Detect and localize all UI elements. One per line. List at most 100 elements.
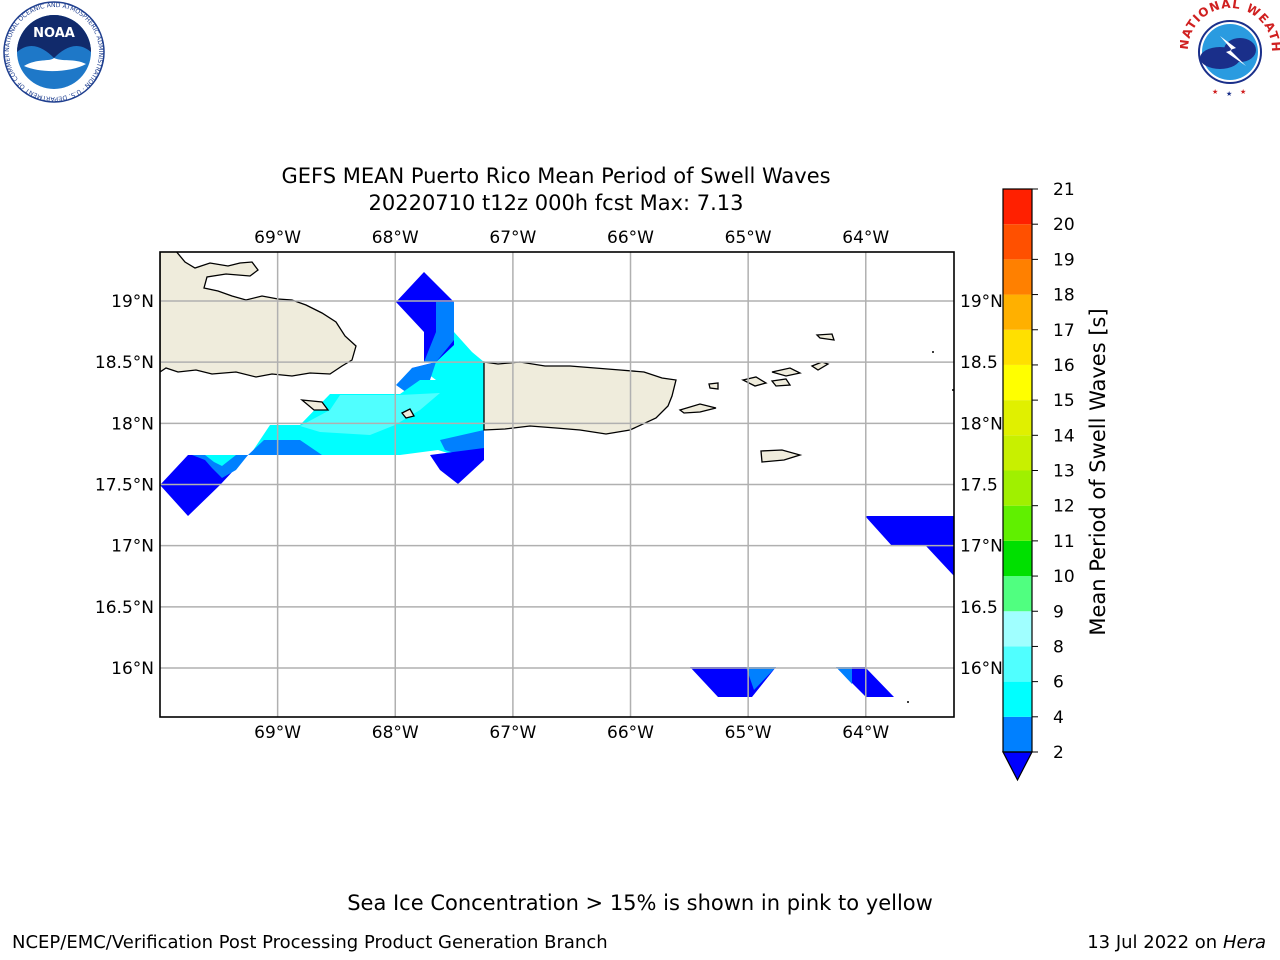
virgin-gorda: [810, 361, 830, 371]
contour-under-2-se-mona: [430, 448, 484, 484]
colorbar-tick-label-19: 19: [1053, 250, 1075, 270]
lon-tick-label-top-4: 65°W: [725, 228, 772, 248]
date-stamp: 13 Jul 2022 on Hera: [1087, 932, 1266, 953]
lat-tick-label-right-4: 17°N: [960, 537, 1003, 557]
st-croix: [760, 449, 803, 463]
colorbar-band-4: [1003, 681, 1032, 717]
colorbar-tick-label-15: 15: [1053, 391, 1075, 411]
lat-tick-label-left-6: 16°N: [111, 659, 154, 679]
lon-tick-label-bottom-2: 67°W: [489, 723, 536, 743]
lon-tick-label-bottom-0: 69°W: [254, 723, 301, 743]
colorbar-tick-label-20: 20: [1053, 215, 1075, 235]
islet-aves: [907, 701, 909, 703]
mona-island: [400, 408, 415, 419]
colorbar-band-11: [1003, 505, 1032, 541]
map-frame: [159, 251, 955, 718]
colorbar-band-14: [1003, 400, 1032, 436]
colorbar-tick-label-10: 10: [1053, 567, 1075, 587]
grid: [160, 252, 954, 717]
puerto-rico: [483, 361, 677, 435]
contour-2-4-mona: [424, 302, 454, 362]
colorbar-tick-label-6: 6: [1053, 673, 1064, 693]
contour-6-8-main: [300, 393, 440, 435]
hispaniola: [160, 252, 357, 378]
contour-4-6-sw: [205, 455, 236, 466]
colorbar: 2 4 6 8 9 10 11 12 13 14 15 16 17 18 19 20 21: [1002, 180, 1075, 782]
contour-2-4-south-b: [836, 667, 852, 684]
colorbar-tick-label-11: 11: [1053, 532, 1075, 552]
sea-ice-note: Sea Ice Concentration > 15% is shown in …: [347, 891, 933, 915]
contour-under-2-n-mona-b: [396, 272, 436, 332]
date-text: 13 Jul 2022 on: [1087, 932, 1218, 953]
lat-tick-label-right-5: 16.5: [960, 598, 998, 618]
lat-tick-label-left-2: 18°N: [111, 414, 154, 434]
colorbar-band-17: [1003, 294, 1032, 330]
lat-tick-label-left-4: 17°N: [111, 537, 154, 557]
colorbar-tick-label-12: 12: [1053, 497, 1075, 517]
colorbar-band-10: [1003, 540, 1032, 577]
svg-text:★: ★: [1240, 88, 1246, 96]
colorbar-tick-label-13: 13: [1053, 462, 1075, 482]
lat-tick-label-left-0: 19°N: [111, 292, 154, 312]
credit-line: NCEP/EMC/Verification Post Processing Pr…: [12, 932, 608, 953]
lon-tick-label-bottom-5: 64°W: [842, 723, 889, 743]
colorbar-band-16: [1003, 329, 1032, 365]
beata-island: [299, 399, 330, 411]
noaa-logo: NATIONAL OCEANIC AND ATMOSPHERIC ADMINIS…: [2, 0, 105, 103]
contour-2-4-west: [248, 440, 322, 455]
colorbar-tick-label-2: 2: [1053, 743, 1064, 763]
contour-2-4-se-mona: [440, 430, 484, 455]
lat-tick-label-left-1: 18.5°N: [95, 353, 154, 373]
virgin-islands-tortola: [770, 378, 792, 387]
lat-tick-label-right-1: 18.5: [960, 353, 998, 373]
lon-tick-label-bottom-3: 66°W: [607, 723, 654, 743]
islet-ne: [932, 351, 934, 353]
lat-tick-label-right-3: 17.5: [960, 476, 998, 496]
contour-fills: [160, 272, 954, 697]
colorbar-band-8: [1003, 611, 1032, 647]
colorbar-band-13: [1003, 435, 1032, 471]
machine-name: Hera: [1222, 932, 1266, 953]
colorbar-band-15: [1003, 364, 1032, 401]
colorbar-band-20: [1003, 189, 1032, 225]
colorbar-tick-label-9: 9: [1053, 602, 1064, 622]
colorbar-band-12: [1003, 470, 1032, 506]
lon-tick-label-top-3: 66°W: [607, 228, 654, 248]
lon-tick-label-top-2: 67°W: [489, 228, 536, 248]
colorbar-tick-label-8: 8: [1053, 637, 1064, 657]
colorbar-tick-label-14: 14: [1053, 426, 1075, 446]
svg-text:★: ★: [1226, 90, 1232, 98]
lat-tick-label-right-6: 16°N: [960, 659, 1003, 679]
colorbar-tick-label-16: 16: [1053, 356, 1075, 376]
colorbar-label: Mean Period of Swell Waves [s]: [1086, 308, 1110, 635]
colorbar-band-6: [1003, 646, 1032, 682]
colorbar-tick-label-21: 21: [1053, 180, 1075, 200]
svg-text:★: ★: [1212, 88, 1218, 96]
noaa-logo-text: NOAA: [33, 26, 75, 41]
culebra: [708, 382, 719, 390]
colorbar-tick-label-4: 4: [1053, 708, 1064, 728]
contour-2-4-south-a: [746, 667, 776, 690]
lon-tick-label-top-0: 69°W: [254, 228, 301, 248]
lon-tick-label-top-5: 64°W: [842, 228, 889, 248]
chart-title: GEFS MEAN Puerto Rico Mean Period of Swe…: [281, 164, 831, 188]
lat-tick-label-left-3: 17.5°N: [95, 476, 154, 496]
axis-ticks: 69°W 69°W 68°W 68°W 67°W 67°W 66°W 66°W 65°W 65°W…: [95, 228, 1003, 743]
lat-tick-label-right-0: 19°N: [960, 292, 1003, 312]
colorbar-tick-label-18: 18: [1053, 286, 1075, 306]
virgin-islands-st-john: [771, 367, 802, 377]
colorbar-extend-min: [1002, 751, 1033, 782]
chart-subtitle: 20220710 t12z 000h fcst Max: 7.13: [368, 191, 744, 215]
colorbar-band-2: [1003, 716, 1032, 752]
contour-2-4-sw: [192, 455, 248, 478]
lat-tick-label-right-2: 18°N: [960, 414, 1003, 434]
lon-tick-label-bottom-4: 65°W: [725, 723, 772, 743]
lon-tick-label-bottom-1: 68°W: [372, 723, 419, 743]
colorbar-band-18: [1003, 259, 1032, 295]
colorbar-band-19: [1003, 224, 1032, 260]
anegada: [815, 333, 835, 341]
land: [160, 252, 835, 463]
colorbar-tick-label-17: 17: [1053, 321, 1075, 341]
contour-2-4-mona-w: [396, 362, 436, 395]
